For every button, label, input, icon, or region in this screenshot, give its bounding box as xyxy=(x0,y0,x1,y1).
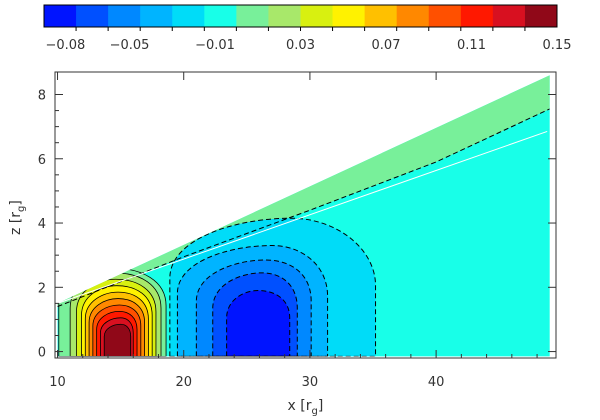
contour-line xyxy=(195,259,312,357)
colorbar-cell xyxy=(268,5,301,27)
plot-frame xyxy=(54,71,557,359)
axis-tick-labels: 10 20 30 40 0 2 4 6 8 xyxy=(38,88,445,390)
colorbar-tick-label: 0.07 xyxy=(372,38,401,53)
y-tick-label: 6 xyxy=(38,153,46,168)
colorbar-cell xyxy=(524,5,558,27)
contour-line xyxy=(169,217,377,357)
contour-region-pos-9 xyxy=(104,324,131,357)
contour-line xyxy=(76,278,157,357)
colorbar-cell xyxy=(172,5,205,27)
colorbar-cell xyxy=(396,5,430,27)
x-tick-label: 10 xyxy=(49,375,66,390)
colorbar-cell xyxy=(460,5,494,27)
contour-line xyxy=(88,298,145,357)
y-tick-label: 0 xyxy=(38,346,46,361)
colorbar-tick-label: 0.11 xyxy=(457,38,486,53)
colorbar-cell xyxy=(332,5,366,27)
colorbar-cell xyxy=(300,5,334,27)
colorbar-tick-label: −0.05 xyxy=(110,38,150,53)
colorbar-ticks xyxy=(75,27,526,31)
y-tick-label: 8 xyxy=(38,88,46,103)
colorbar-cell xyxy=(140,5,173,27)
white-reference-line xyxy=(57,130,548,304)
colorbar-tick-label: 0.03 xyxy=(286,38,315,53)
y-tick-label: 2 xyxy=(38,281,46,296)
x-tick-label: 40 xyxy=(428,375,445,390)
contour-line xyxy=(176,245,329,357)
contour-line xyxy=(81,285,153,357)
colorbar-cell xyxy=(44,5,77,27)
contour-line xyxy=(92,304,142,357)
colorbar-cell xyxy=(492,5,526,27)
axis-ticks xyxy=(55,72,556,358)
colorbar-cell xyxy=(364,5,398,27)
contour-line xyxy=(100,317,134,357)
contour-line xyxy=(103,323,132,357)
colorbar-cell xyxy=(76,5,109,27)
colorbar-tick-label: −0.08 xyxy=(45,38,85,53)
colorbar-tick-label: −0.01 xyxy=(195,38,235,53)
contour-line xyxy=(84,291,149,357)
colorbar-cell xyxy=(204,5,237,27)
colorbar-cell xyxy=(428,5,462,27)
colorbar-cell xyxy=(108,5,141,27)
x-tick-label: 30 xyxy=(302,375,319,390)
contour-fills xyxy=(57,75,550,357)
colorbar: −0.08 −0.05 −0.01 0.03 0.07 0.11 0.15 xyxy=(43,4,571,53)
colorbar-tick-labels: −0.08 −0.05 −0.01 0.03 0.07 0.11 0.15 xyxy=(45,38,571,53)
x-tick-label: 20 xyxy=(175,375,192,390)
plot-area: 10 20 30 40 0 2 4 6 8 xyxy=(38,71,557,390)
x-axis-label: x [rg] xyxy=(288,398,324,417)
contour-line xyxy=(96,311,138,357)
y-axis-label: z [rg] xyxy=(8,200,27,235)
contour-line xyxy=(226,290,291,357)
contour-region-upper xyxy=(57,75,550,307)
colorbar-cell xyxy=(236,5,269,27)
y-tick-label: 4 xyxy=(38,217,46,232)
contour-line xyxy=(212,272,298,357)
colorbar-tick-label: 0.15 xyxy=(543,38,572,53)
colorbar-cells xyxy=(44,5,558,27)
contour-region-neg-5 xyxy=(226,290,290,357)
